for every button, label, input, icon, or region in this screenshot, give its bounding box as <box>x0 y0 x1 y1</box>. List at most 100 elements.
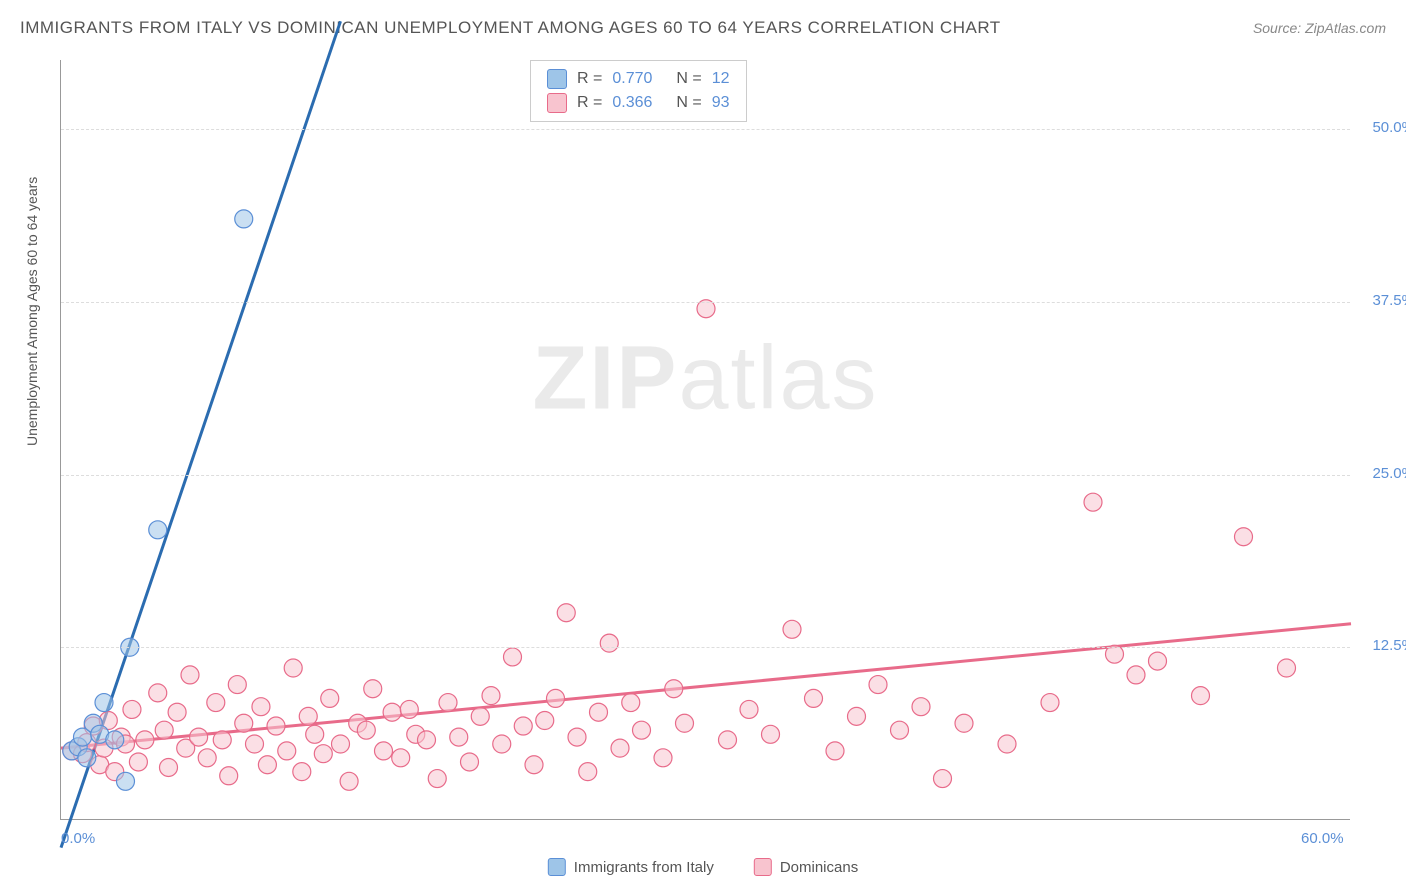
point-dominican <box>622 694 640 712</box>
point-dominican <box>600 634 618 652</box>
legend-swatch <box>548 858 566 876</box>
legend-series-item: Immigrants from Italy <box>548 858 714 876</box>
point-dominican <box>228 676 246 694</box>
legend-series-label: Immigrants from Italy <box>574 859 714 876</box>
point-dominican <box>891 721 909 739</box>
point-dominican <box>123 700 141 718</box>
point-dominican <box>284 659 302 677</box>
point-dominican <box>364 680 382 698</box>
point-dominican <box>471 707 489 725</box>
point-dominican <box>557 604 575 622</box>
point-dominican <box>168 703 186 721</box>
trend-line-dominicans <box>61 624 1351 748</box>
point-dominican <box>461 753 479 771</box>
point-dominican <box>278 742 296 760</box>
legend-swatch <box>547 69 567 89</box>
point-dominican <box>332 735 350 753</box>
point-dominican <box>1149 652 1167 670</box>
legend-series-label: Dominicans <box>780 859 858 876</box>
point-dominican <box>136 731 154 749</box>
point-dominican <box>450 728 468 746</box>
point-dominican <box>306 725 324 743</box>
legend-correlation-row: R =0.770N =12 <box>547 67 730 91</box>
legend-n-label: N = <box>676 91 701 115</box>
legend-series-item: Dominicans <box>754 858 858 876</box>
gridline <box>61 302 1350 303</box>
legend-r-label: R = <box>577 91 602 115</box>
point-dominican <box>1041 694 1059 712</box>
point-dominican <box>514 717 532 735</box>
point-italy <box>235 210 253 228</box>
point-dominican <box>568 728 586 746</box>
point-dominican <box>252 698 270 716</box>
point-italy <box>117 772 135 790</box>
y-axis-label: Unemployment Among Ages 60 to 64 years <box>24 177 40 446</box>
chart-title: IMMIGRANTS FROM ITALY VS DOMINICAN UNEMP… <box>20 18 1001 38</box>
point-dominican <box>912 698 930 716</box>
point-dominican <box>1278 659 1296 677</box>
point-dominican <box>493 735 511 753</box>
gridline <box>61 647 1350 648</box>
legend-swatch <box>547 93 567 113</box>
point-dominican <box>665 680 683 698</box>
point-dominican <box>181 666 199 684</box>
plot-svg <box>61 60 1350 819</box>
legend-n-value: 93 <box>712 91 730 115</box>
point-dominican <box>190 728 208 746</box>
point-dominican <box>654 749 672 767</box>
gridline <box>61 475 1350 476</box>
point-dominican <box>869 676 887 694</box>
point-dominican <box>267 717 285 735</box>
point-dominican <box>633 721 651 739</box>
point-dominican <box>998 735 1016 753</box>
legend-n-label: N = <box>676 67 701 91</box>
point-dominican <box>611 739 629 757</box>
point-dominican <box>955 714 973 732</box>
point-dominican <box>805 689 823 707</box>
point-dominican <box>848 707 866 725</box>
legend-correlation-row: R = 0.366 N = 93 <box>547 91 730 115</box>
point-dominican <box>428 770 446 788</box>
point-dominican <box>1235 528 1253 546</box>
point-dominican <box>762 725 780 743</box>
legend-correlation: R =0.770N =12R = 0.366 N = 93 <box>530 60 747 122</box>
x-tick-label: 60.0% <box>1301 830 1344 847</box>
point-dominican <box>579 763 597 781</box>
point-dominican <box>439 694 457 712</box>
point-dominican <box>160 758 178 776</box>
point-italy <box>149 521 167 539</box>
point-dominican <box>536 712 554 730</box>
title-bar: IMMIGRANTS FROM ITALY VS DOMINICAN UNEMP… <box>20 18 1386 38</box>
point-dominican <box>220 767 238 785</box>
plot-area: ZIPatlas 12.5%25.0%37.5%50.0%0.0%60.0% <box>60 60 1350 820</box>
point-dominican <box>504 648 522 666</box>
point-dominican <box>383 703 401 721</box>
legend-r-value: 0.366 <box>612 91 652 115</box>
point-dominican <box>321 689 339 707</box>
point-dominican <box>246 735 264 753</box>
point-dominican <box>934 770 952 788</box>
point-dominican <box>482 687 500 705</box>
point-dominican <box>1127 666 1145 684</box>
point-dominican <box>258 756 276 774</box>
point-dominican <box>299 707 317 725</box>
point-dominican <box>314 745 332 763</box>
point-dominican <box>375 742 393 760</box>
point-dominican <box>198 749 216 767</box>
point-dominican <box>783 620 801 638</box>
point-dominican <box>547 689 565 707</box>
point-dominican <box>129 753 147 771</box>
point-dominican <box>1084 493 1102 511</box>
gridline <box>61 129 1350 130</box>
point-dominican <box>213 731 231 749</box>
point-dominican <box>207 694 225 712</box>
point-dominican <box>676 714 694 732</box>
point-dominican <box>357 721 375 739</box>
point-italy <box>95 694 113 712</box>
point-dominican <box>155 721 173 739</box>
point-dominican <box>400 700 418 718</box>
y-tick-label: 25.0% <box>1355 465 1406 482</box>
legend-swatch <box>754 858 772 876</box>
point-dominican <box>418 731 436 749</box>
point-dominican <box>826 742 844 760</box>
